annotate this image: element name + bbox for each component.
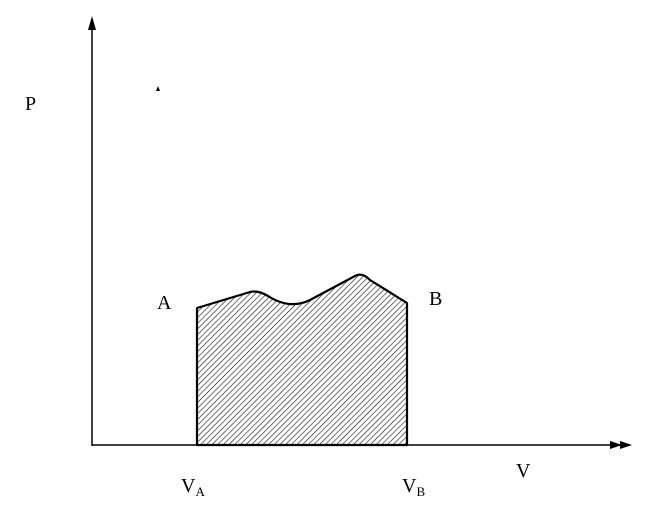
- point-b-label: B: [429, 288, 442, 310]
- point-a-label: A: [157, 292, 172, 314]
- vb-label: VB: [402, 475, 425, 499]
- x-axis-label: V: [516, 460, 531, 482]
- x-axis-arrow-2: [620, 441, 632, 449]
- work-area: [195, 273, 409, 447]
- va-main: V: [181, 475, 196, 497]
- va-label: VA: [181, 475, 205, 499]
- small-dot: [156, 86, 160, 91]
- y-axis-label: P: [25, 93, 36, 115]
- y-axis-arrow: [88, 16, 96, 30]
- vb-sub: B: [416, 484, 425, 499]
- va-sub: A: [195, 484, 205, 499]
- vb-main: V: [402, 475, 417, 497]
- x-axis-arrow: [610, 441, 622, 449]
